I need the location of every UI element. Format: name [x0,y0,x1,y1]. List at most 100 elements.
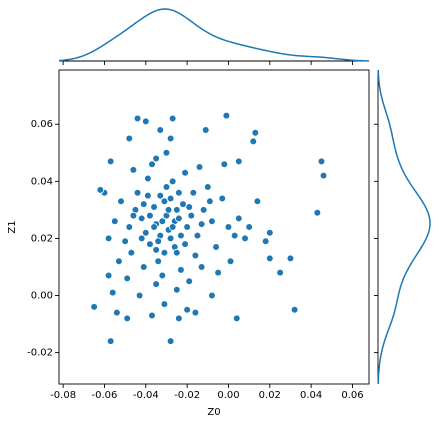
point [139,200,148,208]
point [195,163,204,171]
y-tick-label: 0.04 [31,176,53,187]
point [224,223,233,231]
point [235,214,243,223]
point [160,197,169,206]
point [290,305,299,314]
y-tick-label: 0.06 [31,119,53,130]
point [137,214,146,223]
point [148,311,156,320]
point [189,188,198,197]
point [96,186,105,194]
point [160,248,169,257]
point [226,257,235,266]
point [127,248,136,257]
point [251,129,260,137]
point [146,211,154,220]
x-tick-label: -0.04 [133,390,159,401]
point [191,251,200,260]
x-tick-label: 0.04 [300,390,322,401]
point [232,314,241,323]
point [129,166,138,174]
point [230,231,239,240]
point [218,194,227,203]
point [123,274,131,283]
point [133,188,142,197]
point [121,237,129,246]
point [148,160,156,169]
point [166,194,175,203]
point [173,248,181,257]
point [183,305,191,314]
point [117,197,125,206]
x-tick-label: -0.08 [50,390,76,401]
point [183,223,191,231]
point [150,223,158,231]
point [245,223,253,231]
point [235,157,243,166]
point [265,228,274,237]
point [177,231,185,240]
point [168,223,177,231]
point [104,271,113,280]
point [199,206,208,214]
point [108,288,117,297]
point [286,254,295,263]
point [164,206,173,214]
point [144,191,152,200]
point [150,203,158,211]
point [158,271,167,280]
point [111,217,119,226]
point [162,183,171,191]
point [181,240,189,248]
point [191,308,200,317]
x-tick-label: 0.02 [259,390,281,401]
point [222,111,231,120]
y-tick-label: 0.00 [31,291,53,302]
y-marginal-kde [377,69,431,385]
point [181,168,189,177]
x-tick-label: 0.00 [217,390,239,401]
point [187,211,196,220]
point [177,266,185,274]
point [197,220,206,228]
point [104,234,113,243]
point [142,228,150,237]
point [276,268,284,277]
y-axis-label: Z1 [7,220,18,233]
point [249,137,258,146]
point [208,217,216,226]
x-tick-label: 0.06 [341,390,363,401]
point [313,208,322,217]
point [115,257,123,266]
point [154,237,163,246]
point [208,291,216,300]
x-marginal-kde [58,8,370,62]
point [125,223,134,231]
point [261,237,270,246]
point [152,154,160,163]
point [175,214,183,223]
x-tick-label: -0.06 [92,390,118,401]
point [204,183,212,191]
point [166,337,175,345]
y-tick-label: -0.02 [27,348,53,359]
point [206,197,214,206]
point [214,268,222,277]
x-axis-label: Z0 [207,407,220,418]
point [173,206,181,214]
point [137,234,146,243]
point [158,217,167,226]
point [106,337,115,345]
point [135,291,144,300]
point [179,200,187,208]
point [166,234,175,243]
point [265,254,274,263]
point [90,303,98,311]
point [156,126,165,134]
point [129,211,138,220]
point [156,191,165,200]
point [125,134,134,143]
point [201,126,210,134]
point [220,160,229,169]
